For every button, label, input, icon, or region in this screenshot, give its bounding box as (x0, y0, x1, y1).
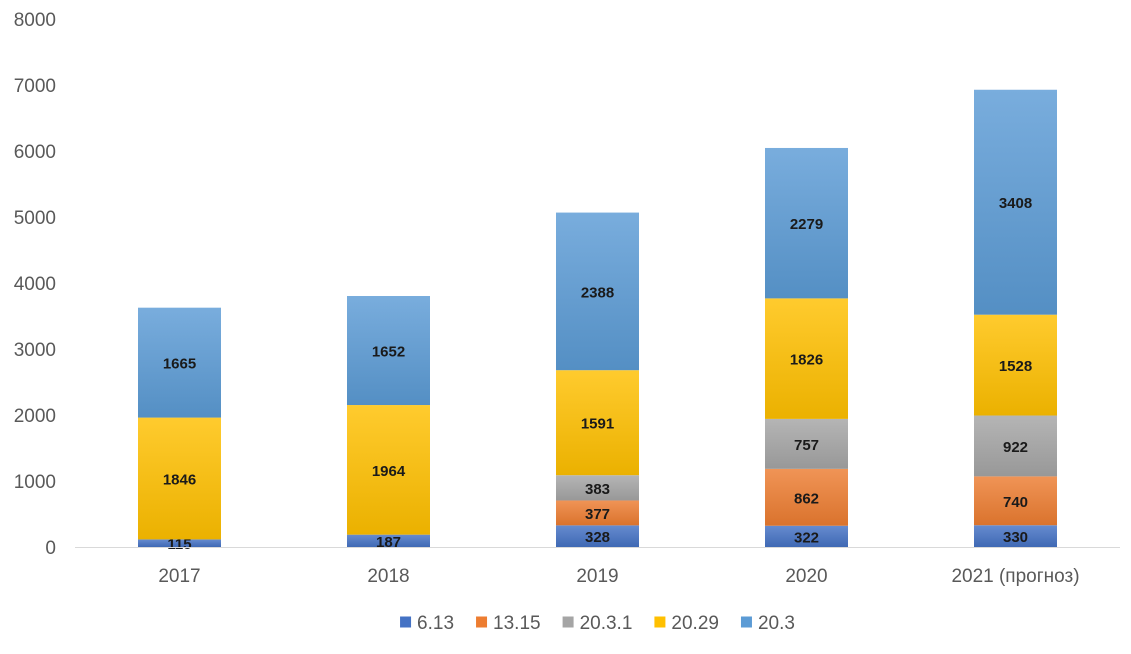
data-label: 377 (585, 506, 610, 523)
legend-label: 13.15 (493, 613, 541, 634)
data-label: 2279 (790, 216, 823, 233)
bar-segment-20-29-2017 (138, 417, 221, 540)
bar-segment-20-3-1-2020 (765, 418, 848, 469)
x-tick-label: 2020 (785, 566, 827, 587)
bar-segment-6-13-2017 (138, 539, 221, 547)
data-label: 1964 (372, 463, 406, 480)
y-tick-label: 3000 (14, 340, 56, 361)
legend: 6.13 13.15 20.3.1 20.29 20.3 (400, 613, 795, 634)
y-axis: 0 1000 2000 3000 4000 5000 6000 7000 8000 (14, 10, 56, 559)
data-label: 3408 (999, 195, 1032, 212)
x-tick-label: 2021 (прогноз) (951, 566, 1079, 587)
bar-segment-20-3-1-2021-прогноз (974, 415, 1057, 477)
bar-segment-20-29-2018 (347, 405, 430, 535)
data-label: 1826 (790, 352, 823, 369)
y-tick-label: 6000 (14, 142, 56, 163)
bar-segment-6-13-2018 (347, 534, 430, 547)
data-label: 330 (1003, 529, 1028, 546)
data-label: 322 (794, 529, 819, 546)
bar-segment-20-3-2018 (347, 296, 430, 406)
bar-segment-20-3-1-2019 (556, 475, 639, 501)
data-label: 1846 (163, 471, 196, 488)
bar-segment-13-15-2020 (765, 468, 848, 526)
data-label: 328 (585, 529, 610, 546)
data-label: 2388 (581, 284, 614, 301)
x-tick-label: 2018 (367, 566, 409, 587)
bar-segment-13-15-2021-прогноз (974, 476, 1057, 526)
bar-segment-20-3-2017 (138, 307, 221, 418)
legend-label: 20.3 (758, 613, 795, 634)
bar-segment-20-29-2020 (765, 298, 848, 419)
bar-stack-2018: 187 1964 1652 (347, 296, 430, 551)
legend-item-13-15[interactable]: 13.15 (476, 613, 541, 634)
bar-segment-6-13-2021-прогноз (974, 525, 1057, 547)
legend-swatch (562, 616, 574, 628)
y-tick-label: 5000 (14, 208, 56, 229)
y-tick-label: 1000 (14, 472, 56, 493)
legend-swatch (400, 616, 412, 628)
data-label: 862 (794, 490, 819, 507)
legend-swatch (476, 616, 488, 628)
data-label: 115 (167, 536, 191, 553)
data-label: 1528 (999, 358, 1032, 375)
bar-stack-2021-прогноз: 330 740 922 1528 3408 (974, 89, 1057, 547)
y-tick-label: 2000 (14, 406, 56, 427)
y-tick-label: 0 (45, 538, 56, 559)
bar-segment-6-13-2020 (765, 525, 848, 547)
y-tick-label: 7000 (14, 76, 56, 97)
legend-item-20-3[interactable]: 20.3 (740, 613, 795, 634)
data-label: 757 (794, 437, 819, 454)
legend-swatch (740, 616, 752, 628)
data-label: 1652 (372, 344, 405, 361)
data-label: 1591 (581, 416, 614, 433)
bar-segment-20-29-2019 (556, 370, 639, 476)
data-label: 187 (376, 534, 401, 551)
bar-stack-2019: 328 377 383 1591 2388 (556, 212, 639, 547)
legend-label: 20.3.1 (580, 613, 633, 634)
data-label: 1665 (163, 356, 196, 373)
legend-item-20-29[interactable]: 20.29 (654, 613, 719, 634)
legend-label: 6.13 (417, 613, 454, 634)
y-tick-label: 4000 (14, 274, 56, 295)
bar-segment-6-13-2019 (556, 525, 639, 547)
bar-stack-2017: 115 1846 1665 (138, 307, 221, 553)
legend-item-6-13[interactable]: 6.13 (400, 613, 454, 634)
legend-swatch (654, 616, 666, 628)
data-label: 383 (585, 481, 610, 498)
bar-segment-20-3-2019 (556, 212, 639, 371)
bars-group: 1151846166518719641652328377383159123883… (138, 89, 1057, 553)
bar-segment-20-3-2020 (765, 147, 848, 299)
data-label: 922 (1003, 439, 1028, 456)
x-tick-label: 2017 (158, 566, 200, 587)
bar-segment-20-3-2021-прогноз (974, 89, 1057, 315)
legend-label: 20.29 (671, 613, 719, 634)
bar-segment-13-15-2019 (556, 500, 639, 526)
legend-item-20-3-1[interactable]: 20.3.1 (562, 613, 633, 634)
bar-segment-20-29-2021-прогноз (974, 314, 1057, 416)
data-label: 740 (1003, 494, 1028, 511)
x-axis: 2017 2018 2019 2020 2021 (прогноз) (75, 547, 1120, 587)
y-tick-label: 8000 (14, 10, 56, 31)
bar-stack-2020: 322 862 757 1826 2279 (765, 147, 848, 547)
x-tick-label: 2019 (576, 566, 618, 587)
